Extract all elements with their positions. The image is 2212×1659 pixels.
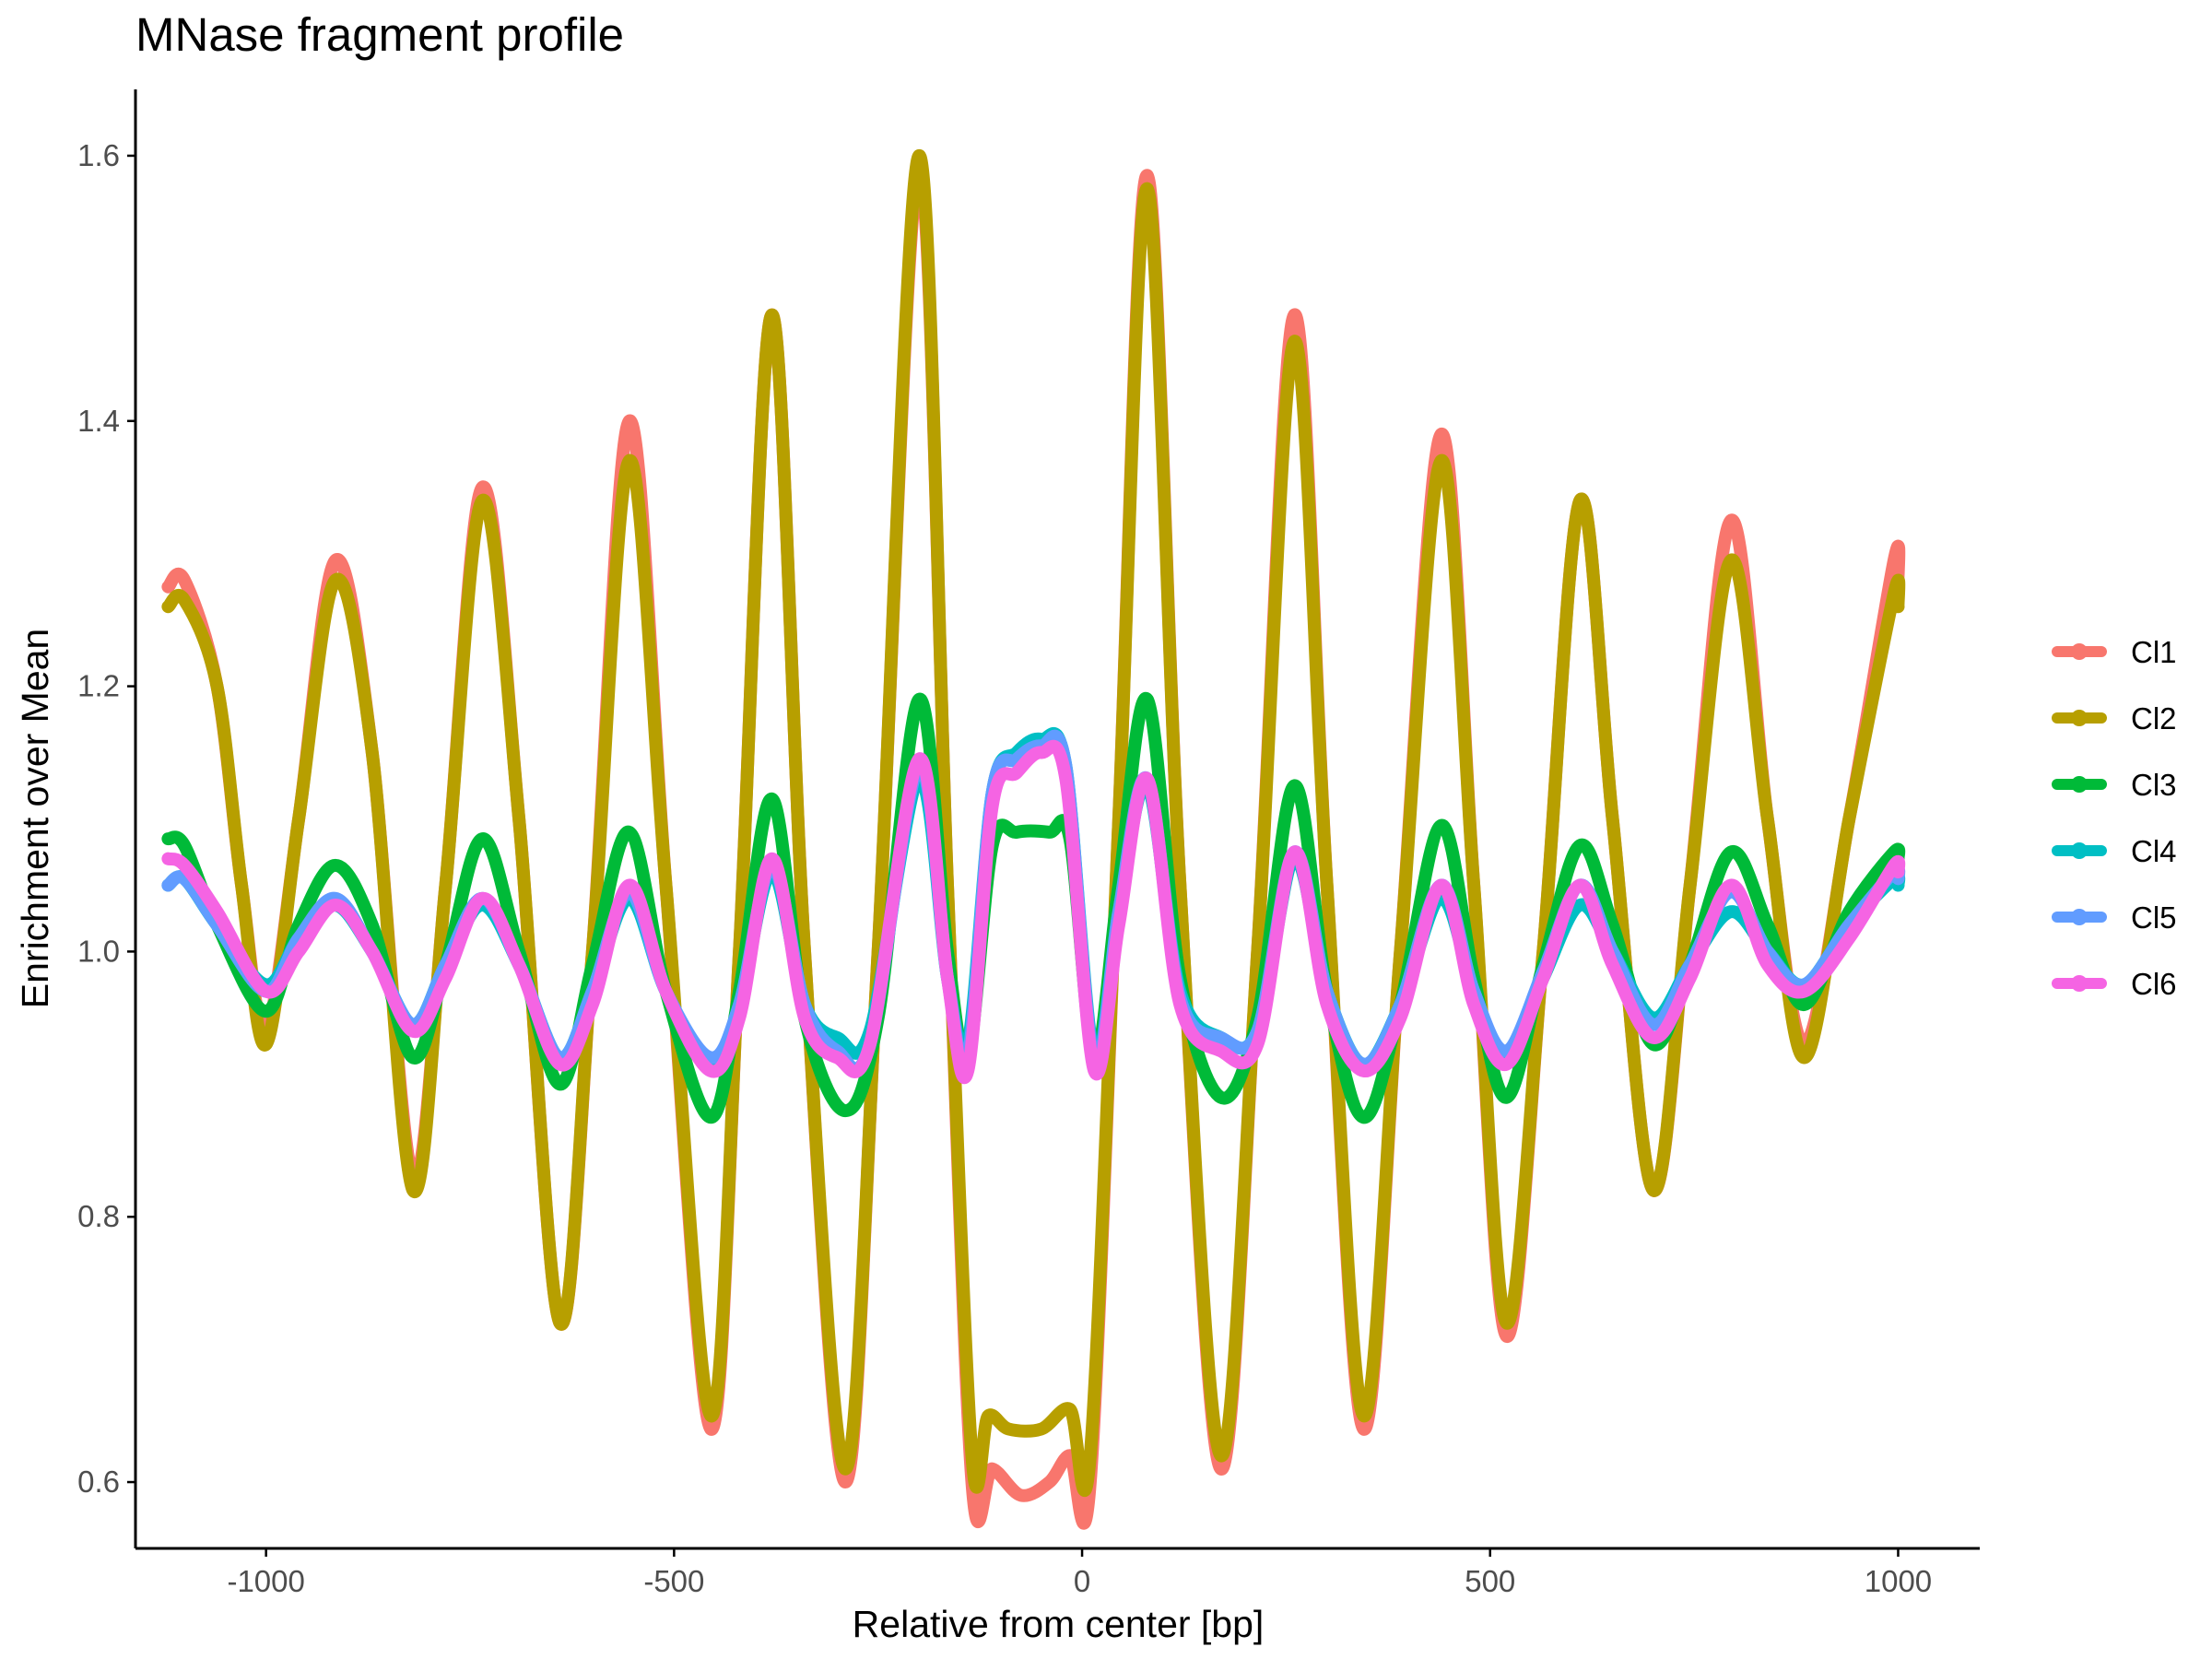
series-line-cl2 <box>161 148 1906 1497</box>
legend-dot-cl2 <box>2071 710 2088 726</box>
y-ticks: 0.6 0.8 1.0 1.2 1.4 1.6 <box>77 138 135 1499</box>
legend-dot-cl4 <box>2071 842 2088 859</box>
legend-dot-cl6 <box>2071 975 2088 992</box>
x-ticks: -1000 -500 0 500 1000 <box>227 1548 1932 1598</box>
chart-title: MNase fragment profile <box>135 8 625 61</box>
legend-label-cl4: Cl4 <box>2131 834 2177 868</box>
y-tick-label: 0.8 <box>77 1199 120 1233</box>
series-line-cl1 <box>161 162 1906 1530</box>
y-tick-label: 1.4 <box>77 404 120 438</box>
y-tick-label: 1.2 <box>77 669 120 703</box>
legend-dot-cl5 <box>2071 909 2088 925</box>
y-axis-title: Enrichment over Mean <box>14 629 56 1008</box>
series-line-cl6 <box>161 740 1906 1085</box>
x-tick-label: 1000 <box>1865 1564 1932 1598</box>
legend-dot-cl1 <box>2071 643 2088 660</box>
legend-label-cl5: Cl5 <box>2131 900 2177 935</box>
legend-label-cl6: Cl6 <box>2131 967 2177 1001</box>
y-tick-label: 1.0 <box>77 934 120 968</box>
legend-label-cl1: Cl1 <box>2131 635 2177 669</box>
y-tick-label: 1.6 <box>77 138 120 172</box>
x-tick-label: -1000 <box>227 1564 304 1598</box>
x-tick-label: 0 <box>1074 1564 1090 1598</box>
x-axis-title: Relative from center [bp] <box>853 1603 1265 1645</box>
legend-label-cl2: Cl2 <box>2131 701 2177 735</box>
legend: Cl1 Cl2 Cl3 Cl4 Cl5 Cl6 <box>2052 635 2177 1001</box>
y-tick-label: 0.6 <box>77 1465 120 1499</box>
x-tick-label: -500 <box>643 1564 704 1598</box>
legend-label-cl3: Cl3 <box>2131 768 2177 802</box>
series-layer <box>161 148 1906 1530</box>
x-tick-label: 500 <box>1465 1564 1515 1598</box>
legend-dot-cl3 <box>2071 776 2088 793</box>
